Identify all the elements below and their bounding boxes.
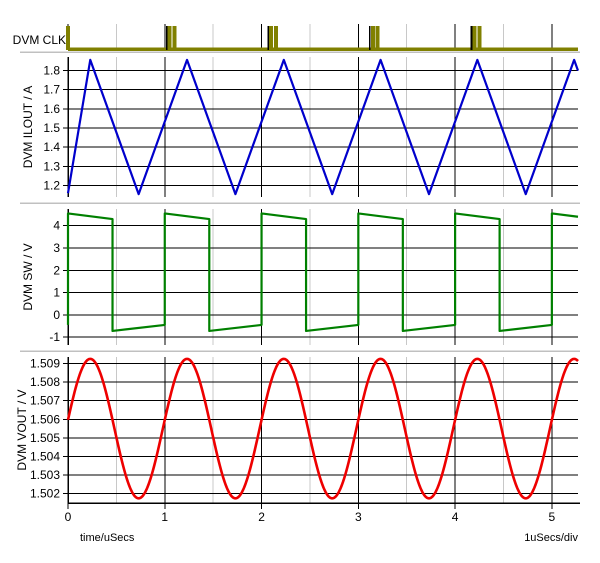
time-per-div-label: 1uSecs/div	[524, 532, 578, 544]
vout-axis-title: DVM VOUT / V	[15, 389, 29, 470]
sw-panel[interactable]: -1 0 1 2 3 4 DVM SW / V	[21, 209, 579, 345]
vout-tick-labels: 1.502 1.503 1.504 1.505 1.506 1.507 1.508 1.509	[30, 357, 68, 501]
y-tick-label: 2	[53, 263, 60, 277]
y-tick-label: 1.504	[30, 450, 60, 464]
x-axis-unit-label: time/uSecs	[80, 532, 135, 544]
y-tick-label: -1	[49, 330, 60, 344]
clk-trace	[66, 26, 578, 51]
y-tick-label: 1.505	[30, 431, 60, 445]
y-tick-label: 0	[53, 308, 60, 322]
clk-panel[interactable]: DVM CLK	[13, 24, 580, 53]
y-tick-label: 1.508	[30, 375, 60, 389]
y-tick-label: 4	[53, 219, 60, 233]
y-tick-label: 1	[53, 286, 60, 300]
y-tick-label: 1.507	[30, 394, 60, 408]
y-tick-label: 1.502	[30, 487, 60, 501]
clk-label: DVM CLK	[13, 33, 66, 47]
ilout-gridlines	[67, 57, 578, 197]
ilout-panel[interactable]: 1.2 1.3 1.4 1.5 1.6 1.7 1.8 DVM ILOUT / A	[21, 57, 580, 197]
y-tick-label: 1.506	[30, 412, 60, 426]
x-axis[interactable]: 0 1 2 3 4 5	[65, 502, 580, 524]
x-tick-labels: 0 1 2 3 4 5	[65, 503, 556, 524]
y-tick-label: 1.2	[43, 178, 60, 192]
vout-trace	[66, 357, 579, 500]
x-tick-label: 0	[65, 510, 72, 524]
x-tick-label: 1	[161, 510, 168, 524]
ilout-trace	[66, 58, 580, 196]
y-tick-label: 1.8	[43, 63, 60, 77]
y-tick-label: 1.509	[30, 357, 60, 371]
x-tick-label: 2	[258, 510, 265, 524]
ilout-axis-title: DVM ILOUT / A	[21, 86, 35, 168]
y-tick-label: 3	[53, 241, 60, 255]
y-tick-label: 1.5	[43, 121, 60, 135]
sw-axis-title: DVM SW / V	[21, 243, 35, 310]
sw-gridlines	[67, 209, 578, 345]
sw-trace	[66, 212, 579, 333]
vout-gridlines	[67, 357, 578, 503]
x-tick-label: 4	[452, 510, 459, 524]
x-tick-label: 5	[549, 510, 556, 524]
vout-panel[interactable]: 1.502 1.503 1.504 1.505 1.506 1.507 1.508 1.509…	[15, 357, 579, 503]
y-tick-label: 1.503	[30, 468, 60, 482]
y-tick-label: 1.4	[43, 140, 60, 154]
y-tick-label: 1.7	[43, 83, 60, 97]
y-tick-label: 1.6	[43, 102, 60, 116]
y-tick-label: 1.3	[43, 159, 60, 173]
x-tick-label: 3	[355, 510, 362, 524]
ilout-tick-labels: 1.2 1.3 1.4 1.5 1.6 1.7 1.8	[43, 63, 68, 192]
